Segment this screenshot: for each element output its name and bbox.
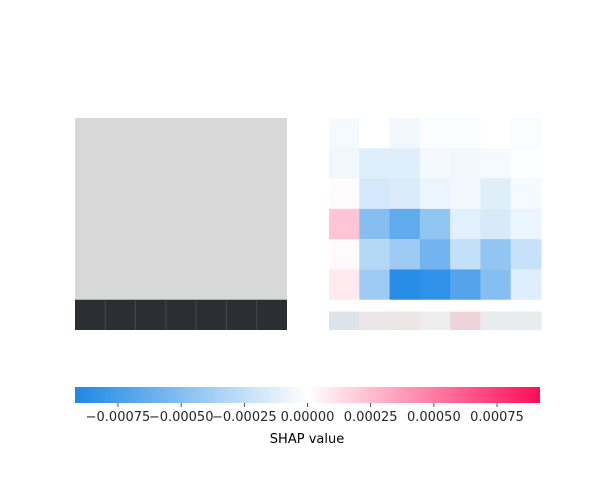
shap-cell [450, 269, 481, 300]
image-light-area [75, 118, 287, 300]
shap-cell [510, 148, 542, 179]
shap-cell [510, 311, 542, 330]
shap-cell [510, 239, 542, 270]
shap-cell [329, 178, 360, 209]
shap-cell [480, 118, 512, 149]
shap-cell [480, 239, 512, 270]
colorbar-label: SHAP value [270, 432, 344, 447]
shap-cell [450, 178, 481, 209]
shap-cell [450, 118, 481, 149]
shap-cell [419, 148, 451, 179]
shap-cell [419, 208, 451, 240]
shap-cell [359, 311, 391, 330]
shap-cell [510, 208, 542, 240]
shap-cell [329, 269, 360, 300]
shap-cell [450, 208, 481, 240]
shap-cell [480, 311, 512, 330]
colorbar-tick-label: −0.00050 [149, 410, 214, 425]
image-dark-row [75, 299, 287, 330]
shap-cell [359, 239, 391, 270]
shap-cell [450, 239, 481, 270]
shap-cell [480, 269, 512, 300]
shap-cell [480, 178, 512, 209]
shap-cell [419, 118, 451, 149]
shap-cell [389, 208, 421, 240]
shap-cell [419, 269, 451, 300]
shap-cell [480, 148, 512, 179]
colorbar-ticks: −0.00075−0.00050−0.00025 0.00000 0.00025 0.… [86, 403, 524, 425]
shap-cell [389, 311, 421, 330]
shap-cell [389, 269, 421, 300]
shap-cell [359, 178, 391, 209]
shap-cell [359, 208, 391, 240]
shap-cell [329, 118, 360, 149]
colorbar-tick-label: −0.00025 [212, 410, 277, 425]
shap-cell [389, 239, 421, 270]
shap-cell [389, 148, 421, 179]
shap-cell [510, 118, 542, 149]
shap-cell [359, 269, 391, 300]
shap-cell [389, 178, 421, 209]
shap-cell [419, 311, 451, 330]
shap-cell [329, 208, 360, 240]
shap-cell [359, 118, 391, 149]
original-image-panel [75, 118, 287, 330]
colorbar: −0.00075−0.00050−0.00025 0.00000 0.00025 0.… [75, 387, 540, 447]
shap-cell [329, 239, 360, 270]
shap-explanation-panel [329, 118, 542, 330]
shap-cell [419, 178, 451, 209]
colorbar-tick-label: 0.00025 [344, 410, 398, 425]
shap-cell [419, 239, 451, 270]
shap-cell [450, 148, 481, 179]
colorbar-tick-label: −0.00075 [86, 410, 151, 425]
colorbar-gradient [75, 387, 540, 403]
shap-cell [480, 208, 512, 240]
shap-cell [329, 311, 360, 330]
shap-cell [450, 311, 481, 330]
shap-overlay [329, 118, 542, 330]
colorbar-tick-label: 0.00050 [407, 410, 461, 425]
shap-cell [389, 118, 421, 149]
shap-cell [510, 178, 542, 209]
shap-cell [329, 148, 360, 179]
colorbar-tick-label: 0.00000 [281, 410, 335, 425]
shap-cell [359, 148, 391, 179]
colorbar-tick-label: 0.00075 [470, 410, 524, 425]
shap-cell [510, 269, 542, 300]
